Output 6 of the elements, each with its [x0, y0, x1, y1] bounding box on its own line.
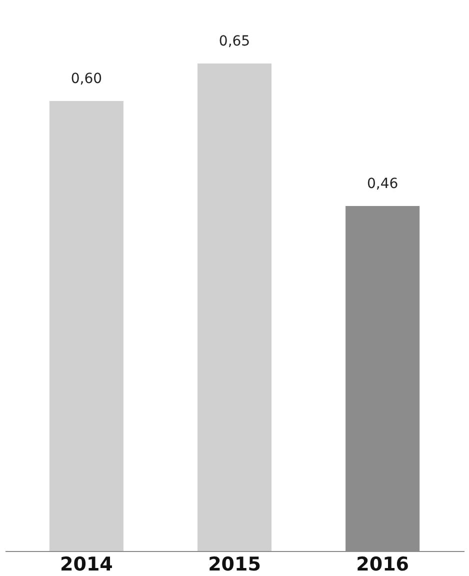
x-tick-label: 2016: [356, 554, 410, 576]
x-tick-label: 2014: [60, 554, 113, 576]
data-label: 0,46: [366, 176, 398, 192]
data-label: 0,65: [218, 34, 250, 50]
x-tick-label: 2015: [208, 554, 261, 576]
data-label: 0,60: [70, 71, 102, 87]
